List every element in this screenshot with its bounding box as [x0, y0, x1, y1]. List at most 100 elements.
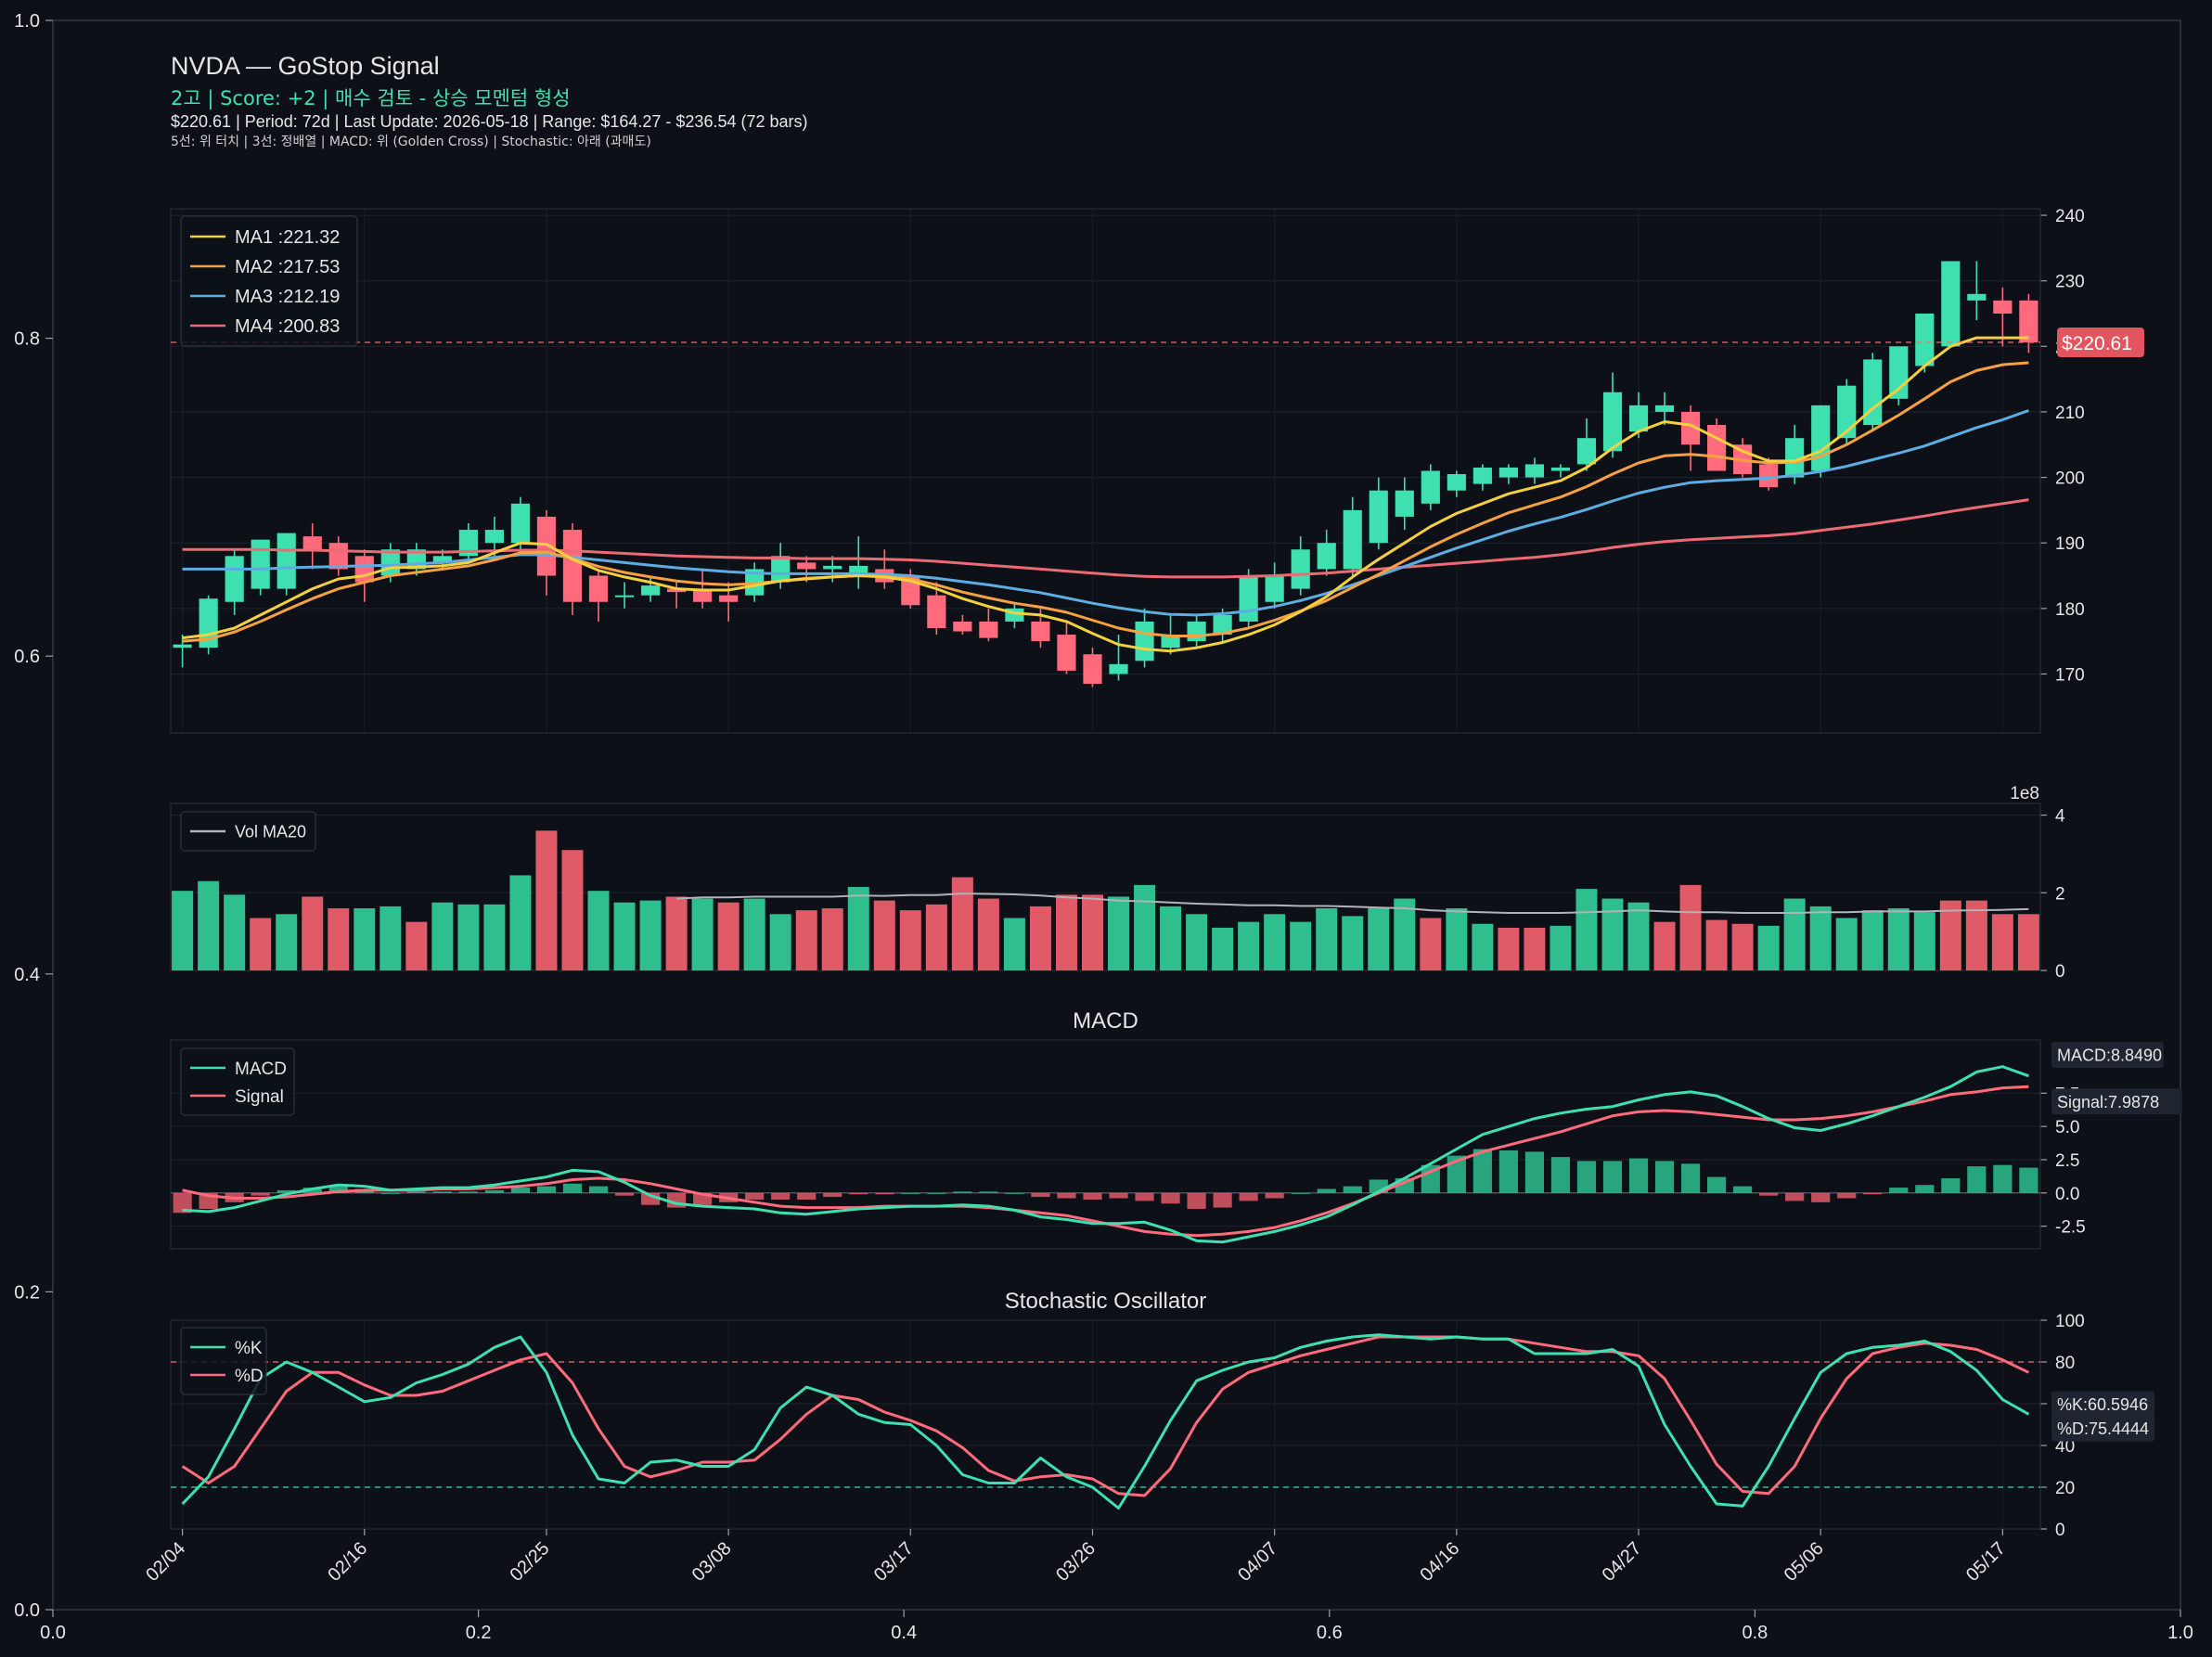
volume-bar	[821, 908, 843, 970]
stoch-y-tick-label: 40	[2055, 1437, 2075, 1457]
macd-histogram-bar	[328, 1186, 348, 1193]
volume-bar	[1627, 902, 1650, 970]
candle-down	[1031, 621, 1050, 642]
volume-bar	[1342, 916, 1364, 970]
macd-histogram-bar	[1291, 1192, 1310, 1194]
volume-bar	[1679, 884, 1702, 970]
macd-histogram-bar	[745, 1192, 765, 1200]
macd-histogram-bar	[1889, 1188, 1909, 1193]
candle-up	[1187, 621, 1206, 642]
candle-up	[1524, 464, 1545, 478]
price-frame	[170, 208, 2041, 734]
candle-up	[1109, 663, 1128, 674]
volume-bar	[2017, 914, 2039, 970]
last-price-tag	[2057, 328, 2144, 358]
macd-value-label: MACD:8.8490	[2057, 1046, 2162, 1064]
candle-up	[484, 530, 505, 544]
candle-up	[276, 533, 296, 589]
macd-histogram-bar	[562, 1183, 583, 1193]
volume-bar	[1913, 912, 1936, 970]
ma3-line	[182, 409, 2029, 617]
macd-line	[182, 1065, 2029, 1244]
macd-histogram-bar	[173, 1192, 192, 1214]
macd-histogram-bar	[1576, 1161, 1597, 1193]
candle-down	[1993, 300, 2013, 314]
candle-up	[823, 565, 842, 570]
volume-y-tick-label: 4	[2055, 807, 2065, 827]
macd-histogram-bar	[1031, 1192, 1050, 1198]
volume-bar	[535, 830, 558, 970]
signal-value-label: Signal:7.9878	[2057, 1093, 2159, 1111]
volume-bar	[1731, 923, 1754, 970]
candle-up	[510, 503, 531, 544]
candle-down	[693, 588, 713, 602]
volume-bar	[1939, 900, 1961, 970]
macd-histogram-bar	[1967, 1166, 1987, 1193]
stoch-y-tick-label: 80	[2055, 1354, 2075, 1373]
volume-bar	[1472, 923, 1494, 970]
candle-up	[173, 644, 192, 649]
candle-up	[1576, 438, 1597, 465]
macd-histogram-bar	[1941, 1178, 1961, 1193]
volume-bar	[172, 891, 194, 970]
macd-histogram-bar	[771, 1192, 791, 1200]
k-value-label-box	[2051, 1391, 2154, 1418]
stoch-y-tick-label: 0	[2055, 1521, 2065, 1540]
volume-bar	[847, 887, 869, 970]
macd-histogram-bar	[1706, 1176, 1727, 1193]
volume-bar	[743, 898, 765, 970]
legend-box	[180, 811, 316, 852]
macd-histogram-bar	[1083, 1192, 1102, 1200]
conditions-line: 5선: 위 터치 | 3선: 정배열 | MACD: 위 (Golden Cro…	[171, 135, 651, 149]
candle-up	[458, 530, 478, 557]
candle-up	[1915, 314, 1935, 366]
volume-bar	[1991, 914, 2013, 970]
volume-bar	[1003, 918, 1025, 970]
macd-histogram-bar	[1628, 1158, 1649, 1193]
outer-y-tick-label: 0.2	[14, 1282, 40, 1303]
volume-bar	[1186, 914, 1208, 970]
macd-histogram-bar	[875, 1192, 894, 1195]
candle-up	[432, 556, 452, 563]
legend-box	[180, 1047, 295, 1116]
volume-bar	[1290, 921, 1312, 970]
macd-histogram-bar	[1057, 1192, 1076, 1199]
candle-up	[1395, 490, 1414, 517]
macd-y-tick-label: 0.0	[2055, 1185, 2079, 1204]
macd-histogram-bar	[536, 1186, 557, 1193]
volume-y-tick-label: 0	[2055, 962, 2065, 982]
candle-up	[1213, 614, 1232, 636]
outer-y-tick-label: 0.4	[14, 965, 40, 985]
price-y-tick-label: 210	[2055, 404, 2085, 423]
volume-bar	[250, 918, 272, 970]
macd-histogram-bar	[1343, 1186, 1362, 1193]
volume-bar	[1809, 906, 1832, 970]
candle-down	[953, 621, 972, 632]
ma1-line	[182, 336, 2029, 653]
candle-down	[302, 536, 322, 550]
macd-y-tick-label: 5.0	[2055, 1118, 2079, 1137]
candle-up	[225, 556, 244, 602]
stoch-k-line	[181, 1333, 2030, 1509]
candle-down	[797, 562, 817, 570]
macd-histogram-bar	[1524, 1151, 1545, 1193]
macd-histogram-bar	[1785, 1192, 1805, 1201]
volume-bar	[1420, 918, 1442, 970]
volume-bar	[1550, 925, 1572, 970]
macd-histogram-bar	[901, 1192, 920, 1194]
candle-up	[1161, 635, 1180, 649]
macd-histogram-bar	[1239, 1192, 1258, 1201]
volume-bar	[354, 908, 376, 970]
price-y-tick-label: 180	[2055, 600, 2085, 620]
stochastic-title: Stochastic Oscillator	[1005, 1289, 1206, 1314]
macd-histogram-bar	[380, 1192, 400, 1194]
volume-bar	[405, 921, 428, 970]
macd-histogram-bar	[1109, 1192, 1128, 1199]
outer-y-tick-label: 0.8	[14, 329, 40, 350]
macd-histogram-bar	[588, 1186, 609, 1193]
candle-up	[771, 556, 791, 583]
macd-histogram-bar	[1837, 1192, 1857, 1199]
candle-down	[666, 588, 687, 593]
macd-histogram-bar	[1811, 1192, 1831, 1202]
